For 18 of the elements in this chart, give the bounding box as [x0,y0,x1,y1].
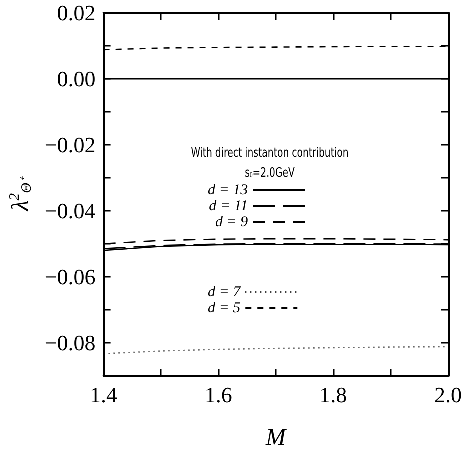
x-tick-label: 1.6 [204,382,232,408]
y-tick-label: 0.02 [57,0,96,26]
y-tick-label: −0.04 [44,198,96,224]
legend-label: d = 9 [215,214,249,230]
legend-label: d = 5 [208,300,242,316]
y-tick-label: −0.06 [44,264,96,290]
y-axis-title: λ2Θ⁺ [7,176,35,212]
legend-label: d = 13 [208,182,248,198]
y-tick-label: −0.02 [44,132,96,158]
y-tick-label: 0.00 [57,66,96,92]
x-tick-label: 2.0 [434,382,462,408]
x-tick-label: 1.8 [320,382,348,408]
x-tick-label: 1.4 [90,382,118,408]
legend-label: d = 11 [209,198,248,214]
x-axis-title: M [265,425,288,451]
annotation: With direct instanton contribution [191,144,349,161]
y-tick-label: −0.08 [44,330,96,356]
legend-label: d = 7 [208,284,242,300]
